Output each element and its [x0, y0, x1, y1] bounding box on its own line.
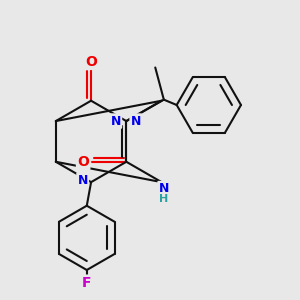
Text: N: N: [77, 173, 88, 187]
Text: N: N: [111, 115, 121, 128]
Text: N: N: [130, 115, 141, 128]
Text: O: O: [85, 55, 97, 69]
Text: O: O: [77, 155, 89, 169]
Text: H: H: [159, 194, 168, 204]
Text: F: F: [82, 276, 92, 290]
Text: N: N: [158, 182, 169, 195]
